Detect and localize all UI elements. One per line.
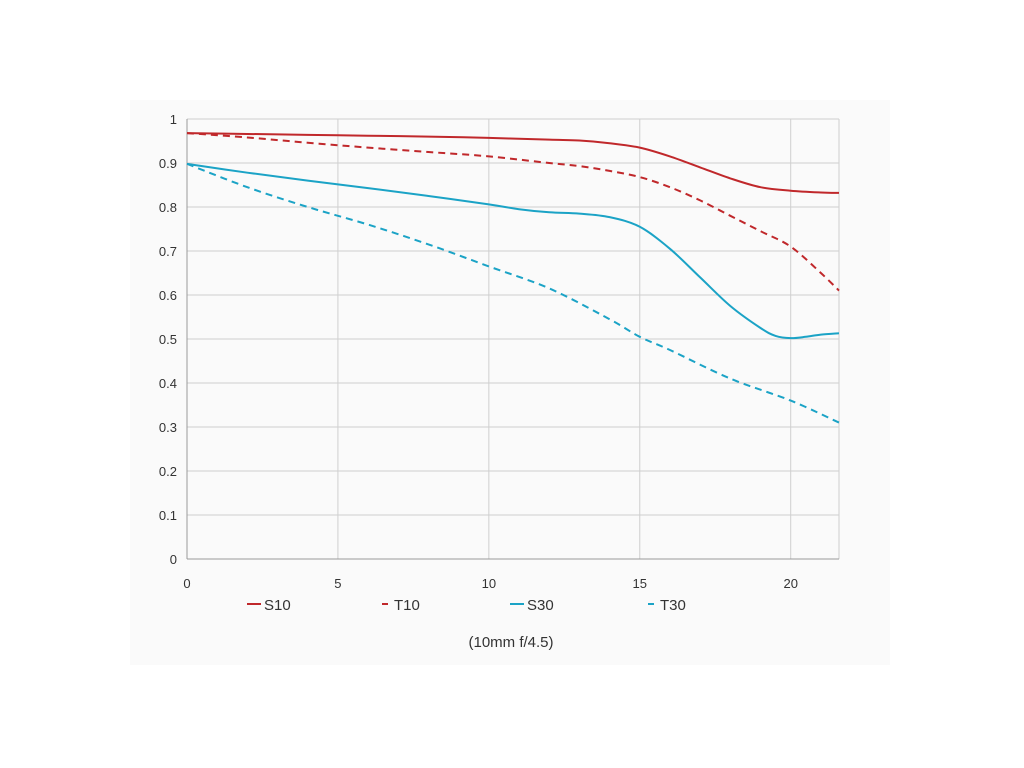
y-tick-label: 0.2 <box>159 464 177 479</box>
x-tick-label: 5 <box>334 576 341 591</box>
y-tick-label: 0.7 <box>159 244 177 259</box>
y-tick-label: 0.8 <box>159 200 177 215</box>
y-tick-label: 0.3 <box>159 420 177 435</box>
axes <box>186 119 839 560</box>
y-tick-labels: 0 0.1 0.2 0.3 0.4 0.5 0.6 0.7 0.8 0.9 1 <box>159 112 177 567</box>
series-lines <box>186 132 840 424</box>
legend-label-t10: T10 <box>394 597 420 614</box>
legend-label-t30: T30 <box>660 597 686 614</box>
x-tick-label: 15 <box>633 576 647 591</box>
legend: S10 T10 S30 T30 <box>247 597 686 614</box>
x-tick-labels: 0 5 10 15 20 <box>183 576 798 591</box>
y-tick-label: 0.6 <box>159 288 177 303</box>
grid <box>186 118 840 560</box>
x-tick-label: 10 <box>482 576 496 591</box>
legend-label-s10: S10 <box>264 597 291 614</box>
series-line-s10 <box>186 132 840 194</box>
x-tick-label: 20 <box>783 576 797 591</box>
chart-caption: (10mm f/4.5) <box>468 634 553 651</box>
y-tick-label: 0.4 <box>159 376 177 391</box>
series-line-t10 <box>186 132 840 292</box>
legend-label-s30: S30 <box>527 597 554 614</box>
x-tick-label: 0 <box>183 576 190 591</box>
y-tick-label: 0 <box>170 552 177 567</box>
y-tick-label: 0.1 <box>159 508 177 523</box>
series-line-s30 <box>186 162 840 340</box>
y-tick-label: 0.5 <box>159 332 177 347</box>
y-tick-label: 1 <box>170 112 177 127</box>
y-tick-label: 0.9 <box>159 156 177 171</box>
